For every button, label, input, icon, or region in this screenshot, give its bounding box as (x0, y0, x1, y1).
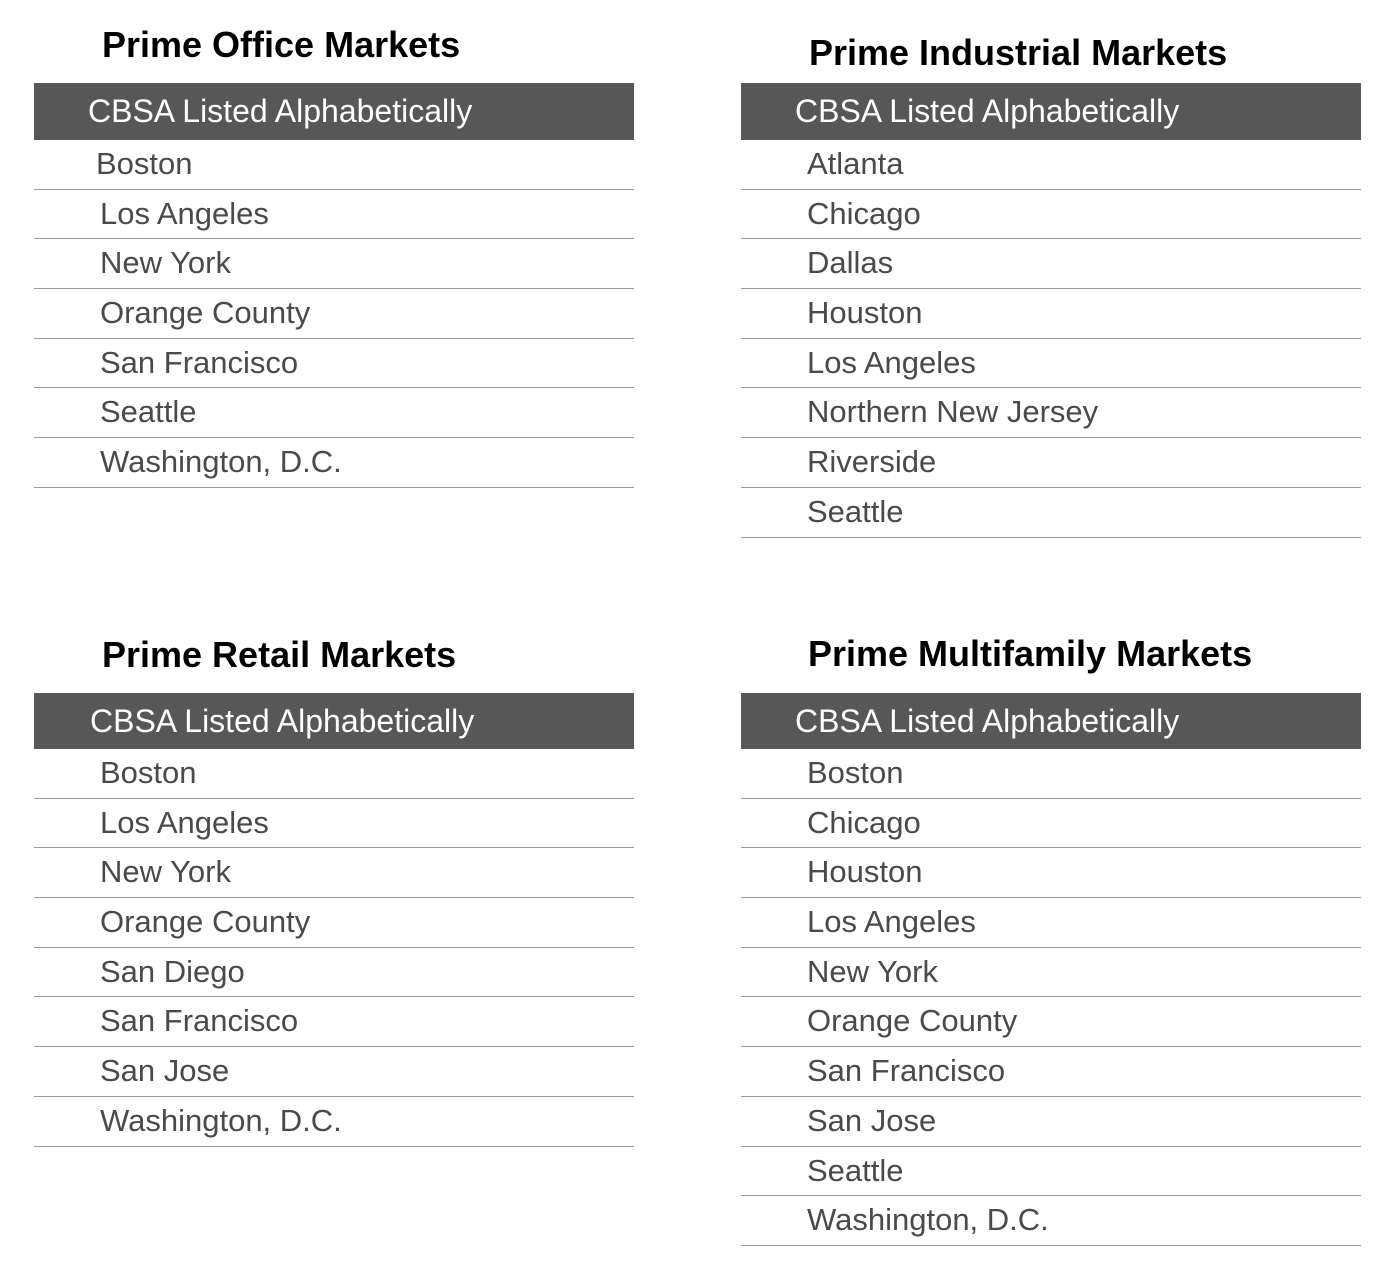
retail-markets-table: CBSA Listed Alphabetically Boston Los An… (34, 693, 634, 1147)
list-item: Seattle (741, 1147, 1361, 1197)
list-item: Washington, D.C. (34, 1097, 634, 1147)
list-item: Washington, D.C. (741, 1196, 1361, 1246)
list-item: San Francisco (741, 1047, 1361, 1097)
list-item: Orange County (34, 289, 634, 339)
retail-markets-title: Prime Retail Markets (102, 634, 457, 675)
list-item: Los Angeles (34, 799, 634, 849)
industrial-markets-table: CBSA Listed Alphabetically Atlanta Chica… (741, 83, 1361, 538)
list-item: Orange County (741, 997, 1361, 1048)
list-item: New York (34, 239, 634, 290)
list-item: Atlanta (741, 140, 1361, 190)
list-item: New York (34, 848, 634, 899)
office-table-header: CBSA Listed Alphabetically (34, 83, 634, 140)
list-item: Chicago (741, 799, 1361, 849)
office-rows: Boston Los Angeles New York Orange Count… (34, 140, 634, 488)
multifamily-markets-title: Prime Multifamily Markets (808, 633, 1253, 674)
list-item: San Francisco (34, 997, 634, 1048)
list-item: San Diego (34, 948, 634, 998)
list-item: San Jose (34, 1047, 634, 1097)
list-item: Dallas (741, 239, 1361, 290)
list-item: Northern New Jersey (741, 388, 1361, 439)
list-item: New York (741, 948, 1361, 998)
multifamily-rows: Boston Chicago Houston Los Angeles New Y… (741, 749, 1361, 1246)
list-item: Los Angeles (741, 339, 1361, 389)
list-item: Orange County (34, 898, 634, 948)
list-item: San Francisco (34, 339, 634, 389)
list-item: Seattle (741, 488, 1361, 538)
list-item: Houston (741, 848, 1361, 899)
list-item: Seattle (34, 388, 634, 439)
list-item: San Jose (741, 1097, 1361, 1147)
multifamily-markets-table: CBSA Listed Alphabetically Boston Chicag… (741, 693, 1361, 1246)
list-item: Los Angeles (741, 898, 1361, 948)
industrial-rows: Atlanta Chicago Dallas Houston Los Angel… (741, 140, 1361, 538)
list-item: Boston (741, 749, 1361, 799)
list-item: Chicago (741, 190, 1361, 240)
multifamily-table-header: CBSA Listed Alphabetically (741, 693, 1361, 749)
retail-rows: Boston Los Angeles New York Orange Count… (34, 749, 634, 1147)
list-item: Los Angeles (34, 190, 634, 240)
list-item: Boston (34, 749, 634, 799)
office-markets-title: Prime Office Markets (102, 24, 461, 65)
office-markets-table: CBSA Listed Alphabetically Boston Los An… (34, 83, 634, 488)
list-item: Washington, D.C. (34, 438, 634, 488)
industrial-markets-title: Prime Industrial Markets (809, 32, 1228, 73)
industrial-table-header: CBSA Listed Alphabetically (741, 83, 1361, 140)
list-item: Riverside (741, 438, 1361, 488)
list-item: Boston (34, 140, 634, 190)
retail-table-header: CBSA Listed Alphabetically (34, 693, 634, 749)
list-item: Houston (741, 289, 1361, 339)
